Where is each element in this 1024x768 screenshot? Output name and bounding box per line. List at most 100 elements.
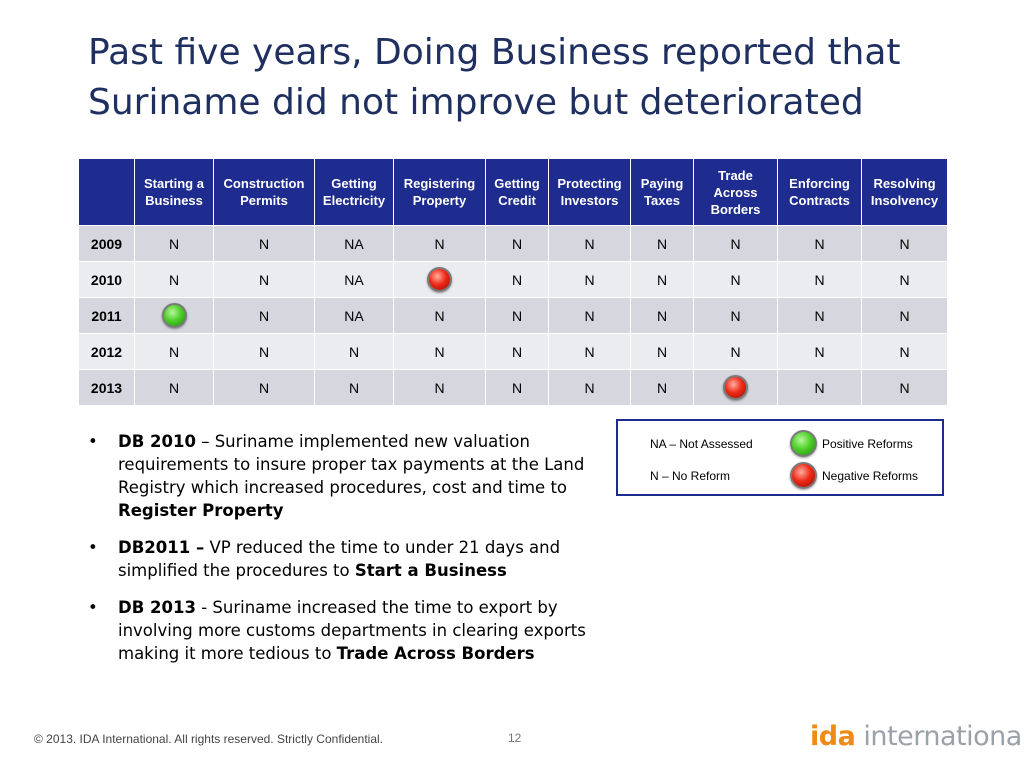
column-header: Trade Across Borders (693, 158, 778, 226)
row-year: 2010 (78, 261, 135, 298)
table-header-row: Starting a Business Construction Permits Get… (78, 158, 948, 226)
column-header: Paying Taxes (630, 158, 694, 226)
bullet-item: • DB 2010 – Suriname implemented new valu… (88, 430, 588, 522)
column-header-line: Business (145, 193, 203, 208)
bullet-text: – Suriname implemented new valuation req… (118, 432, 585, 497)
column-header-line: Registering (403, 176, 476, 191)
red-circle-icon (427, 267, 452, 292)
table-cell (693, 369, 778, 406)
table-row: 2009 N N NA N N N N N N N (78, 225, 948, 262)
table-cell: N (548, 369, 631, 406)
row-year: 2012 (78, 333, 135, 370)
table-cell: N (861, 333, 948, 370)
bullet-item: • DB2011 – VP reduced the time to under 2… (88, 536, 588, 582)
table-cell: N (861, 297, 948, 334)
legend-n-label: N – No Reform (650, 469, 731, 483)
column-header: Getting Credit (485, 158, 549, 226)
bullet-bold-tail: Trade Across Borders (336, 644, 535, 663)
slide-title: Past five years, Doing Business reported… (88, 28, 988, 128)
column-header-line: Trade (718, 167, 753, 183)
column-header-line: Getting (331, 176, 377, 191)
column-header: Enforcing Contracts (777, 158, 862, 226)
table-cell: N (630, 225, 694, 262)
column-header-line: Getting (494, 176, 540, 191)
bullet-bold-lead: DB2011 – (118, 538, 205, 557)
bullet-bold-lead: DB 2013 (118, 598, 196, 617)
table-cell: N (134, 261, 214, 298)
bullet-item: • DB 2013 - Suriname increased the time t… (88, 596, 588, 665)
table-cell: NA (314, 225, 394, 262)
column-header-line: Resolving (873, 176, 936, 191)
table-cell: N (393, 225, 486, 262)
column-header-line: Investors (560, 193, 619, 208)
table-cell: N (548, 225, 631, 262)
logo-ida-text: ida (810, 721, 856, 752)
red-circle-icon (790, 462, 817, 489)
table-cell: N (134, 369, 214, 406)
legend-positive-label: Positive Reforms (822, 437, 913, 451)
table-cell (393, 261, 486, 298)
bullet-bold-tail: Register Property (118, 501, 284, 520)
column-header-line: Credit (498, 193, 536, 208)
column-header-line: Taxes (644, 193, 680, 208)
bullet-list: • DB 2010 – Suriname implemented new valu… (88, 430, 588, 679)
table-cell: N (213, 369, 315, 406)
table-cell: N (314, 333, 394, 370)
column-header-line: Paying (640, 176, 684, 191)
title-line-2: Suriname did not improve but deteriorate… (88, 82, 864, 123)
table-cell: N (630, 333, 694, 370)
table-cell: N (630, 369, 694, 406)
table-cell: NA (314, 261, 394, 298)
table-cell: N (393, 369, 486, 406)
column-header: Registering Property (393, 158, 486, 226)
table-cell: N (213, 333, 315, 370)
table-row: 2011 N NA N N N N N N N (78, 297, 948, 334)
column-header-line: Contracts (789, 193, 850, 208)
table-cell: N (777, 297, 862, 334)
title-line-1: Past five years, Doing Business reported… (88, 32, 901, 73)
ida-international-logo: ida international (810, 722, 1024, 752)
legend: NA – Not Assessed N – No Reform Positive… (616, 419, 944, 496)
column-header: Construction Permits (213, 158, 315, 226)
table-cell: N (777, 333, 862, 370)
bullet-mark: • (88, 432, 98, 451)
column-header: Starting a Business (134, 158, 214, 226)
table-cell: N (485, 297, 549, 334)
column-header-line: Protecting (557, 176, 622, 191)
table-cell: N (693, 333, 778, 370)
table-cell: NA (314, 297, 394, 334)
table-cell: N (777, 225, 862, 262)
row-year: 2009 (78, 225, 135, 262)
row-year: 2011 (78, 297, 135, 334)
table-cell: N (548, 261, 631, 298)
table-row: 2013 N N N N N N N N N (78, 369, 948, 406)
legend-na-label: NA – Not Assessed (650, 437, 753, 451)
table-cell: N (134, 225, 214, 262)
column-header-line: Borders (710, 201, 761, 217)
column-header: Resolving Insolvency (861, 158, 948, 226)
column-header-line: Starting a (144, 176, 204, 191)
bullet-text: VP reduced the time to under 21 days and… (118, 538, 561, 580)
legend-negative-label: Negative Reforms (822, 469, 919, 483)
table-cell: N (693, 225, 778, 262)
table-cell: N (777, 369, 862, 406)
bullet-bold-lead: DB 2010 (118, 432, 196, 451)
column-header-line: Permits (240, 193, 288, 208)
red-circle-icon (723, 375, 748, 400)
table-cell: N (861, 369, 948, 406)
column-header-line: Across (713, 184, 758, 200)
table-cell: N (548, 333, 631, 370)
bullet-bold-tail: Start a Business (354, 561, 507, 580)
table-cell: N (485, 333, 549, 370)
green-circle-icon (790, 430, 817, 457)
table-cell: N (861, 225, 948, 262)
table-cell: N (630, 261, 694, 298)
table-cell: N (861, 261, 948, 298)
bullet-text: - Suriname increased the time to export … (118, 598, 586, 663)
table-cell: N (314, 369, 394, 406)
table-cell: N (213, 297, 315, 334)
logo-international-text: international (855, 721, 1024, 752)
column-header: Getting Electricity (314, 158, 394, 226)
table-corner-cell (78, 158, 135, 226)
table-cell: N (213, 225, 315, 262)
